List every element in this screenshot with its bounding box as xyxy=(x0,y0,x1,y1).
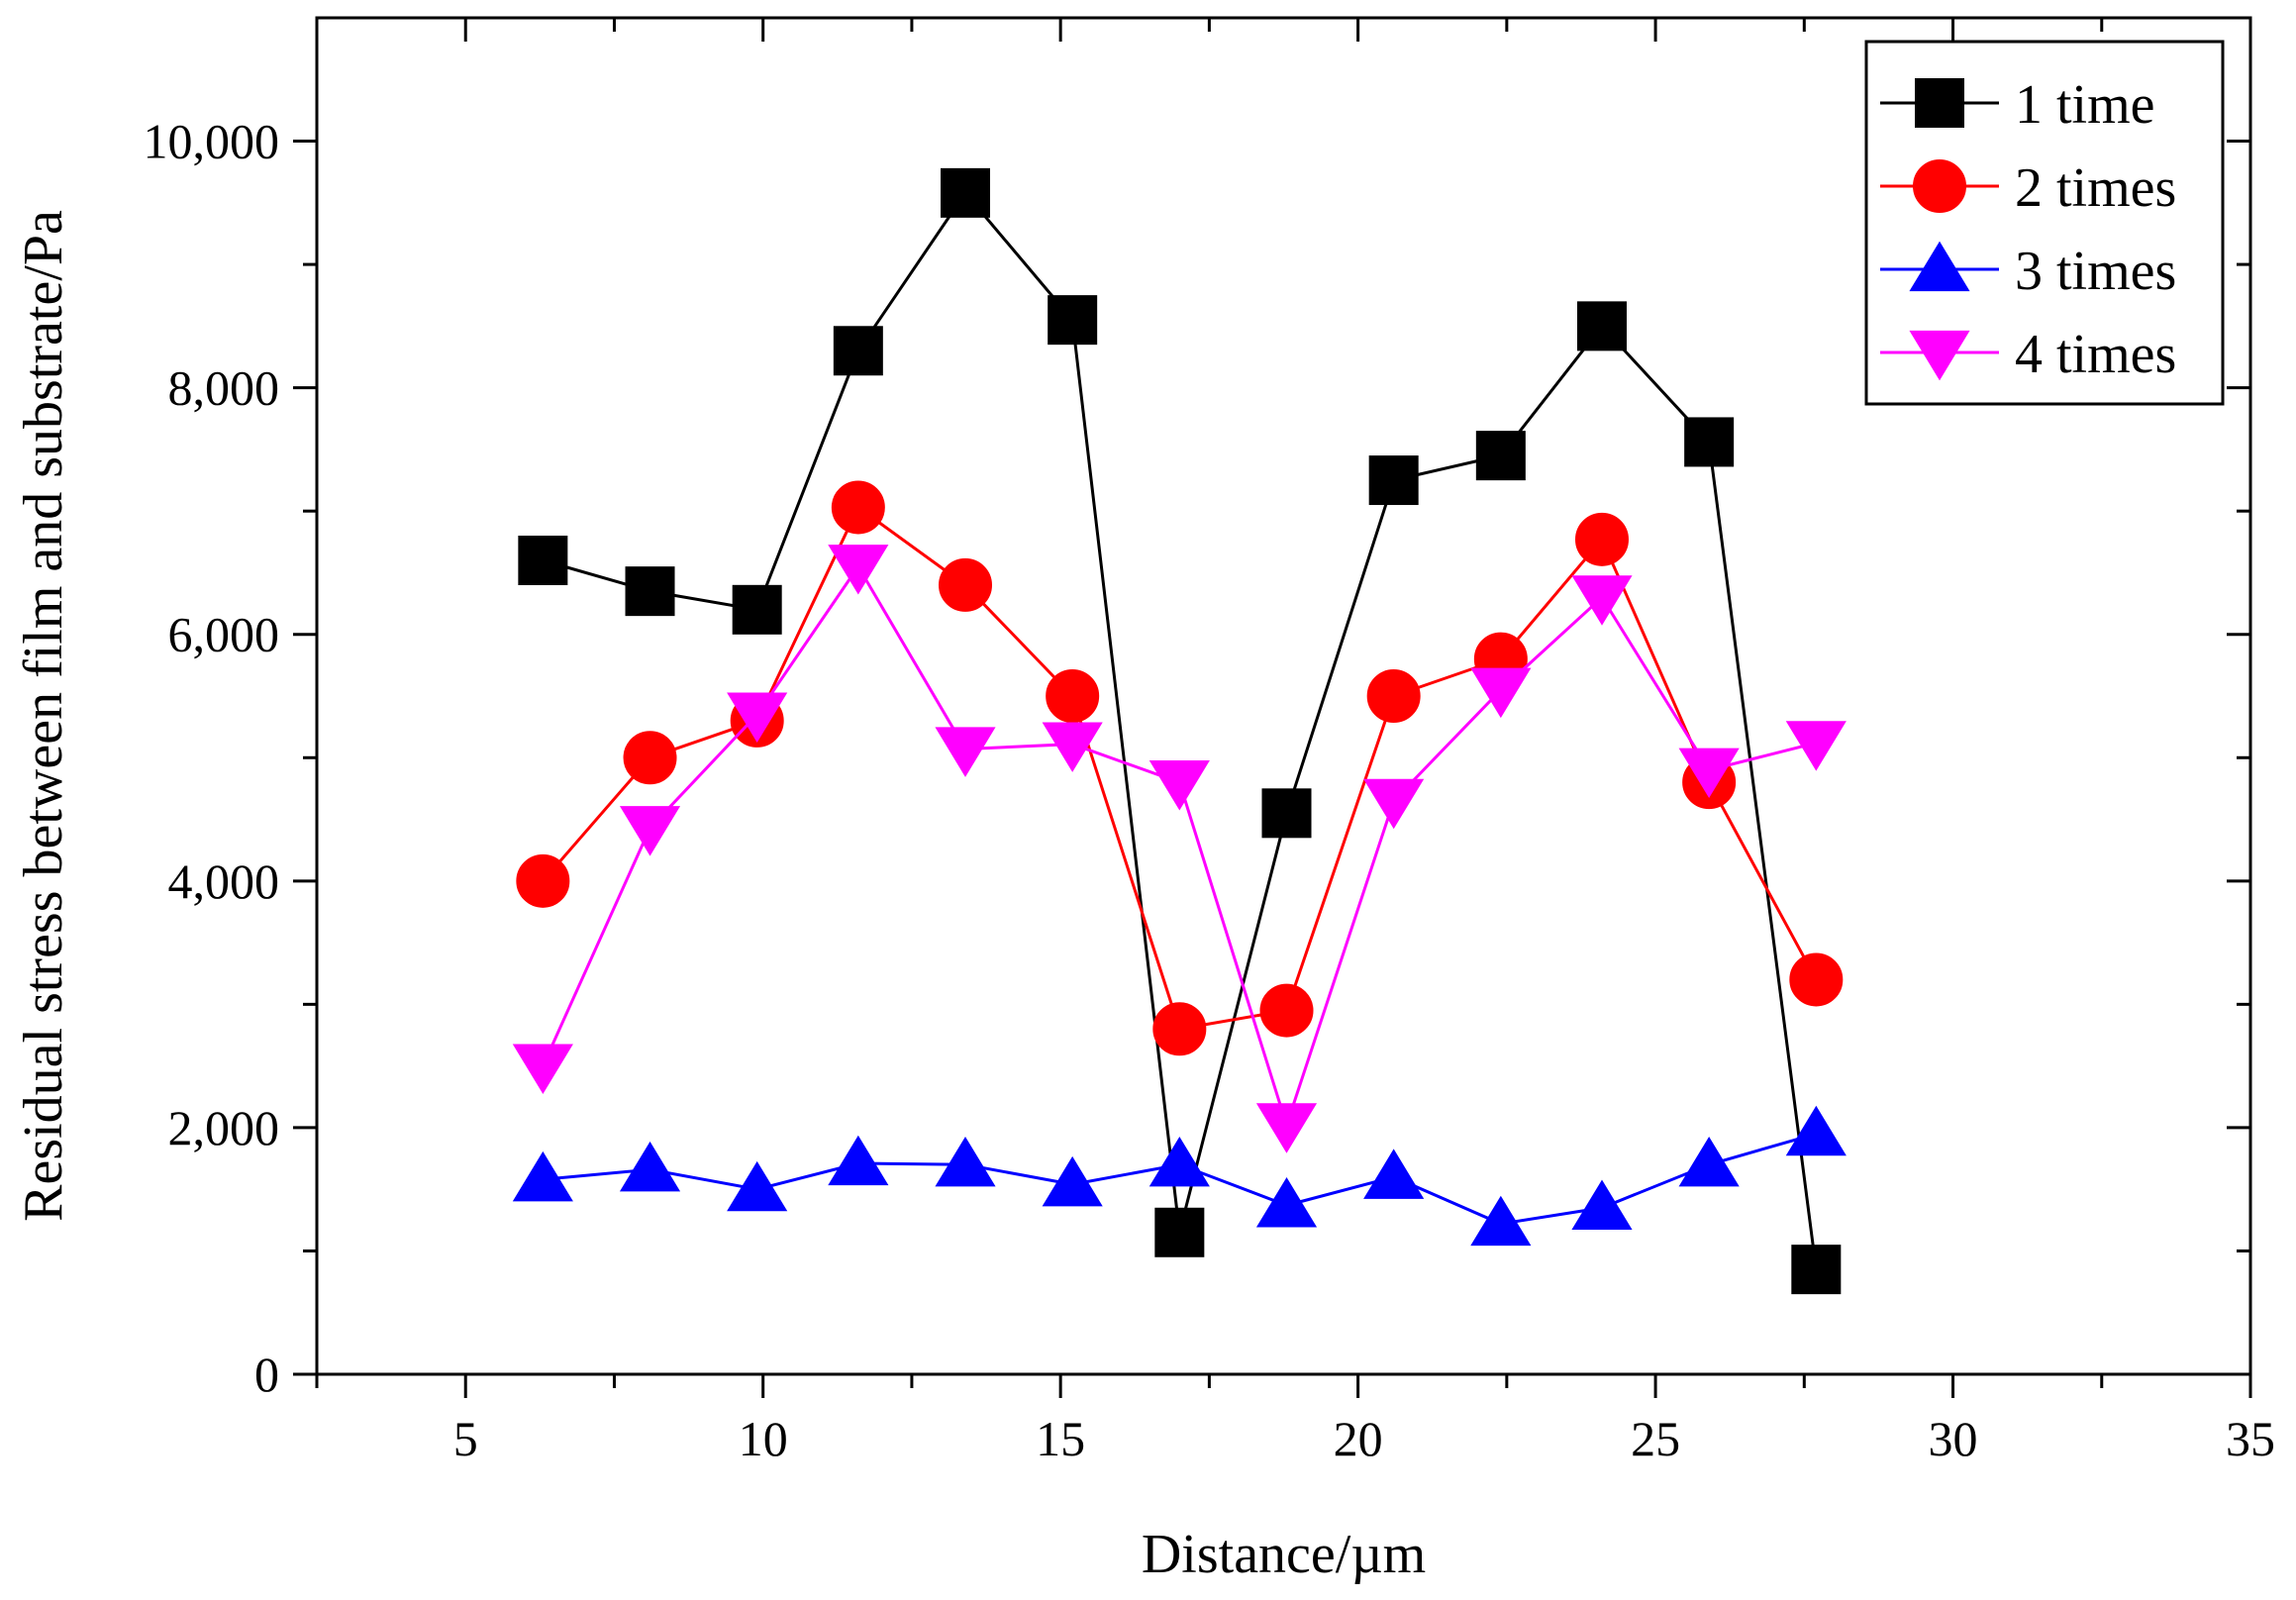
x-tick-label: 10 xyxy=(739,1411,788,1466)
series-2-point xyxy=(623,731,677,785)
y-tick-label: 2,000 xyxy=(168,1100,280,1155)
series-1-point xyxy=(1048,295,1098,346)
series-2 xyxy=(516,480,1844,1056)
series-1-point xyxy=(1368,455,1419,506)
series-3-point xyxy=(727,1160,788,1212)
series-1-point xyxy=(941,167,991,218)
series-1-point xyxy=(1791,1245,1842,1295)
legend-marker xyxy=(1913,159,1966,213)
legend-marker xyxy=(1909,241,1970,292)
series-3-point xyxy=(1363,1149,1425,1199)
series-4-point xyxy=(1042,722,1103,772)
series-4-point xyxy=(619,806,681,856)
series-2-point xyxy=(831,480,885,535)
series-2-point xyxy=(1366,669,1421,723)
series-3-point xyxy=(1255,1177,1318,1228)
legend-label: 4 times xyxy=(2015,324,2176,385)
x-tick-label: 25 xyxy=(1631,1411,1680,1466)
series-1-point xyxy=(1475,431,1526,481)
series-4-point xyxy=(1571,575,1633,626)
series-1-point xyxy=(732,584,782,635)
series-1-point xyxy=(1684,417,1735,467)
axes-layer: 5 10 15 20 25 30 35 0 2,000 4,000 6,000 8,000 10,000 xyxy=(144,16,2275,1466)
series-3-point xyxy=(828,1135,889,1186)
series-3-point xyxy=(1470,1195,1532,1247)
series-3-point xyxy=(619,1141,681,1192)
series-4-point xyxy=(935,727,996,777)
series-4-point xyxy=(1470,667,1532,719)
series-3-point xyxy=(1148,1136,1210,1187)
series-1-point xyxy=(1154,1207,1205,1257)
series-1-point xyxy=(625,566,675,617)
x-tick-label: 15 xyxy=(1036,1411,1085,1466)
series-2-point xyxy=(1259,983,1314,1038)
legend-marker xyxy=(1915,78,1964,128)
series-1-point xyxy=(518,536,568,585)
series-4-point xyxy=(1255,1103,1318,1153)
y-tick-label: 8,000 xyxy=(168,360,280,416)
x-axis-title: Distance/µm xyxy=(1142,1524,1426,1585)
series-4 xyxy=(512,545,1847,1153)
series-3-point xyxy=(1678,1136,1740,1187)
series-4-point xyxy=(512,1044,573,1094)
x-tick-label: 20 xyxy=(1334,1411,1383,1466)
x-tick-label: 30 xyxy=(1929,1411,1978,1466)
series-1-point xyxy=(1576,301,1627,351)
series-2-point xyxy=(1152,1002,1207,1056)
series-4-point xyxy=(1785,721,1847,771)
legend-layer: 1 time 2 times 3 times 4 times xyxy=(1864,40,2225,406)
series-layer xyxy=(512,167,1847,1295)
legend-marker xyxy=(1909,330,1970,381)
series-2-point xyxy=(516,853,570,908)
legend-label: 3 times xyxy=(2015,241,2176,302)
series-2-point xyxy=(939,557,993,612)
x-tick-label: 5 xyxy=(453,1411,478,1466)
series-4-point xyxy=(1148,760,1210,811)
series-4-point xyxy=(1363,778,1425,830)
series-3 xyxy=(512,1105,1847,1247)
series-1-point xyxy=(1261,788,1312,839)
series-3-point xyxy=(935,1136,996,1187)
series-4-point xyxy=(727,692,788,744)
y-tick-label: 4,000 xyxy=(168,853,280,909)
series-2-point xyxy=(1789,952,1844,1007)
legend-label: 2 times xyxy=(2015,157,2176,219)
series-4-point xyxy=(828,545,889,595)
series-3-point xyxy=(512,1150,573,1202)
y-tick-label: 0 xyxy=(254,1347,279,1402)
y-tick-label: 6,000 xyxy=(168,607,280,662)
y-tick-label: 10,000 xyxy=(144,114,280,169)
series-3-point xyxy=(1785,1105,1847,1156)
series-1 xyxy=(518,167,1842,1295)
plot-frame xyxy=(315,16,2252,1376)
series-3-point xyxy=(1571,1179,1633,1230)
legend-label: 1 time xyxy=(2015,74,2155,136)
series-2-point xyxy=(1574,512,1629,566)
x-tick-label: 35 xyxy=(2226,1411,2275,1466)
series-4-point xyxy=(1678,748,1740,799)
series-3-point xyxy=(1042,1155,1103,1207)
series-2-point xyxy=(1046,669,1100,723)
series-1-point xyxy=(833,326,883,376)
y-axis-title: Residual stress between film and substra… xyxy=(13,210,74,1222)
